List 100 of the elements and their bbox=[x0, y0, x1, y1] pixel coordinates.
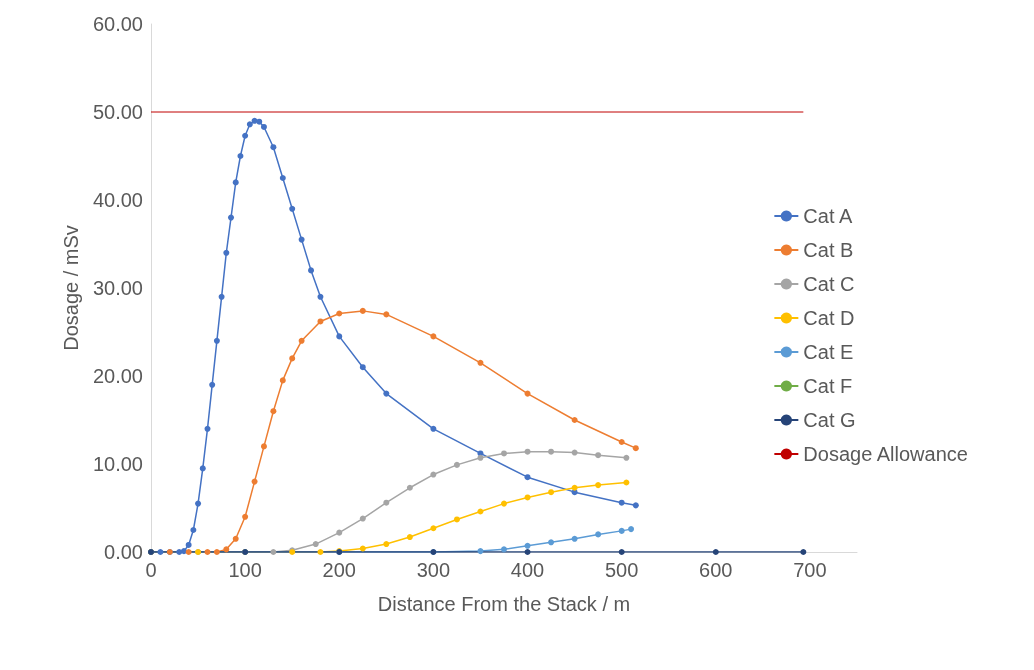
point bbox=[336, 529, 343, 536]
point bbox=[618, 439, 625, 445]
point bbox=[632, 445, 639, 452]
point bbox=[406, 534, 413, 541]
x-tick-label: 200 bbox=[322, 559, 356, 581]
point bbox=[524, 494, 531, 501]
point bbox=[477, 454, 484, 461]
y-tick-label: 20.00 bbox=[92, 365, 143, 387]
y-tick-label: 40.00 bbox=[92, 189, 143, 211]
point bbox=[406, 484, 413, 491]
point bbox=[289, 355, 296, 362]
point bbox=[359, 307, 366, 314]
point bbox=[477, 359, 484, 366]
point bbox=[383, 541, 390, 548]
point bbox=[548, 539, 555, 546]
point bbox=[237, 153, 244, 159]
point bbox=[524, 474, 531, 481]
point bbox=[199, 465, 206, 472]
point bbox=[430, 333, 437, 340]
point bbox=[260, 443, 267, 450]
point bbox=[185, 541, 192, 548]
y-tick-label: 60.00 bbox=[92, 13, 143, 35]
point bbox=[246, 121, 253, 128]
point bbox=[218, 293, 225, 300]
point bbox=[204, 425, 211, 432]
y-tick-label: 30.00 bbox=[92, 277, 143, 299]
point bbox=[270, 549, 277, 555]
point bbox=[524, 549, 531, 555]
point bbox=[430, 471, 437, 478]
point bbox=[453, 516, 460, 523]
legend-label: Cat G bbox=[803, 409, 856, 431]
point bbox=[623, 454, 630, 461]
point bbox=[289, 205, 296, 212]
point bbox=[383, 311, 390, 318]
point bbox=[260, 123, 267, 130]
point bbox=[477, 508, 484, 515]
point bbox=[190, 527, 197, 533]
x-tick-label: 700 bbox=[793, 559, 827, 581]
point bbox=[618, 527, 625, 534]
point bbox=[279, 377, 286, 384]
x-tick-label: 500 bbox=[604, 559, 639, 581]
point bbox=[317, 293, 324, 300]
point bbox=[223, 546, 230, 553]
point bbox=[383, 390, 390, 397]
point bbox=[618, 499, 625, 506]
point bbox=[213, 549, 220, 555]
point bbox=[157, 549, 164, 555]
point bbox=[317, 549, 324, 555]
point bbox=[359, 545, 366, 552]
legend-label: Cat A bbox=[803, 205, 853, 227]
point bbox=[209, 381, 216, 388]
legend-label: Dosage Allowance bbox=[803, 443, 968, 465]
point bbox=[195, 500, 202, 507]
point bbox=[501, 546, 507, 553]
point bbox=[204, 549, 211, 555]
legend-label: Cat F bbox=[803, 375, 853, 397]
y-tick-label: 10.00 bbox=[92, 453, 143, 475]
point bbox=[548, 448, 555, 455]
point bbox=[595, 452, 602, 459]
point bbox=[501, 500, 507, 507]
point bbox=[270, 144, 277, 151]
point bbox=[223, 249, 230, 256]
legend-label: Cat C bbox=[803, 273, 855, 295]
point bbox=[501, 450, 507, 457]
point bbox=[571, 417, 578, 423]
point bbox=[524, 542, 531, 549]
point bbox=[298, 337, 305, 344]
point bbox=[800, 549, 807, 555]
point bbox=[571, 484, 578, 491]
x-tick-label: 600 bbox=[699, 559, 733, 581]
point bbox=[308, 267, 315, 274]
point bbox=[270, 408, 277, 415]
x-tick-label: 400 bbox=[510, 559, 545, 581]
x-tick-label: 300 bbox=[416, 559, 451, 581]
point bbox=[336, 333, 343, 340]
point bbox=[228, 214, 235, 221]
point bbox=[359, 364, 366, 371]
x-tick-label: 0 bbox=[145, 559, 157, 581]
x-tick-label: 100 bbox=[228, 559, 262, 581]
point bbox=[623, 479, 630, 486]
point bbox=[242, 132, 249, 139]
point bbox=[180, 548, 187, 555]
legend-label: Cat D bbox=[803, 307, 855, 329]
point bbox=[477, 548, 484, 555]
point bbox=[712, 549, 719, 555]
x-axis-title: Distance From the Stack / m bbox=[377, 593, 631, 615]
point bbox=[359, 515, 366, 522]
point bbox=[232, 535, 239, 542]
point bbox=[595, 531, 602, 538]
point bbox=[279, 175, 286, 181]
legend-label: Cat B bbox=[803, 239, 854, 261]
point bbox=[256, 118, 263, 125]
point bbox=[317, 318, 324, 325]
point bbox=[571, 535, 578, 542]
point bbox=[618, 549, 625, 555]
y-tick-label: 0.00 bbox=[104, 541, 143, 563]
point bbox=[185, 549, 192, 555]
point bbox=[571, 449, 578, 456]
point bbox=[632, 502, 639, 509]
point bbox=[312, 541, 319, 548]
